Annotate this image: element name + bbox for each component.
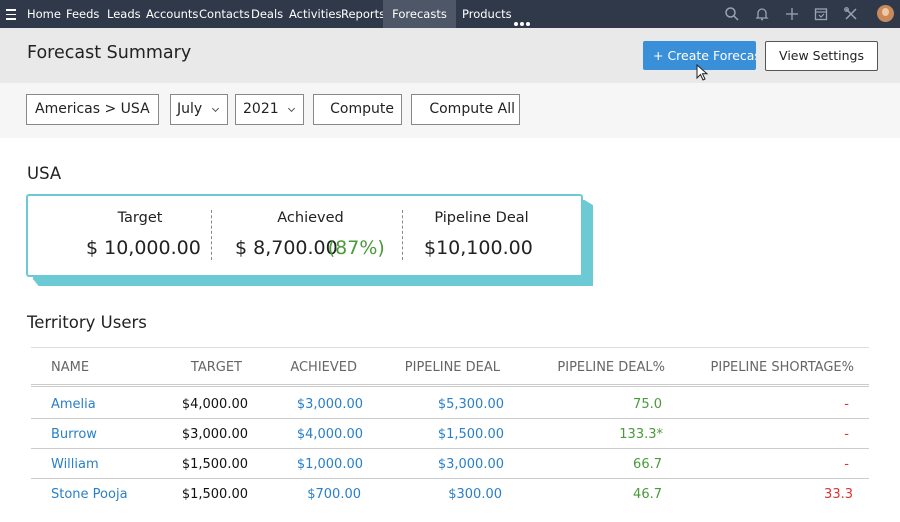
column-header-achieved[interactable]: ACHIEVED — [290, 360, 357, 375]
territory-name: USA — [27, 164, 62, 183]
user-shortage-pct: 33.3 — [824, 487, 853, 502]
user-shortage-pct: - — [844, 457, 849, 472]
user-pipeline-pct: 46.7 — [633, 487, 662, 502]
pipeline-label: Pipeline Deal — [434, 210, 529, 226]
table-row: Stone Pooja $1,500.00 $700.00 $300.00 46… — [31, 479, 869, 509]
chevron-down-icon — [211, 104, 220, 113]
bell-icon[interactable] — [754, 6, 770, 22]
user-pipeline[interactable]: $1,500.00 — [437, 427, 504, 442]
create-forecast-button[interactable]: + Create Forecast — [643, 41, 756, 70]
user-pipeline-pct: 133.3* — [619, 427, 663, 442]
target-label: Target — [117, 210, 163, 226]
filter-bar: Americas > USA July 2021 Compute Compute… — [0, 83, 900, 138]
territory-select[interactable]: Americas > USA — [26, 94, 159, 125]
user-name-link[interactable]: William — [51, 457, 99, 472]
user-name-link[interactable]: Stone Pooja — [51, 487, 128, 502]
table-header-divider — [31, 384, 869, 387]
user-target: $3,000.00 — [181, 427, 248, 442]
user-pipeline[interactable]: $3,000.00 — [437, 457, 504, 472]
user-pipeline[interactable]: $300.00 — [448, 487, 502, 502]
user-pipeline-pct: 75.0 — [633, 397, 662, 412]
nav-item-leads[interactable]: Leads — [107, 7, 141, 21]
view-settings-button[interactable]: View Settings — [765, 41, 878, 71]
nav-item-products[interactable]: Products — [462, 7, 512, 21]
column-header-pipeline-deal[interactable]: PIPELINE DEAL — [404, 360, 500, 375]
hamburger-menu-icon[interactable] — [6, 6, 16, 22]
user-achieved[interactable]: $700.00 — [307, 487, 361, 502]
month-select[interactable]: July — [170, 94, 228, 125]
user-shortage-pct: - — [844, 397, 849, 412]
plus-icon[interactable] — [784, 6, 800, 22]
user-target: $1,500.00 — [181, 487, 248, 502]
territory-users-title: Territory Users — [27, 313, 147, 332]
calendar-icon[interactable] — [813, 6, 829, 22]
compute-button[interactable]: Compute — [313, 94, 402, 125]
table-row: William $1,500.00 $1,000.00 $3,000.00 66… — [31, 449, 869, 479]
tools-icon[interactable] — [843, 6, 859, 22]
target-metric: Target $ 10,000.00 — [77, 196, 203, 275]
divider — [211, 210, 212, 260]
user-pipeline-pct: 66.7 — [633, 457, 662, 472]
summary-card: Target $ 10,000.00 Achieved $ 8,700.00(8… — [26, 194, 583, 277]
user-target: $1,500.00 — [181, 457, 248, 472]
achieved-value: $ 8,700.00 — [235, 237, 338, 259]
compute-all-button[interactable]: Compute All — [411, 94, 520, 125]
column-header-target[interactable]: TARGET — [190, 360, 242, 375]
month-select-value: July — [177, 101, 203, 117]
nav-item-reports[interactable]: Reports — [341, 7, 386, 21]
divider — [402, 210, 403, 260]
user-pipeline[interactable]: $5,300.00 — [437, 397, 504, 412]
nav-item-deals[interactable]: Deals — [251, 7, 284, 21]
user-achieved[interactable]: $4,000.00 — [296, 427, 363, 442]
search-icon[interactable] — [724, 6, 740, 22]
user-achieved[interactable]: $3,000.00 — [296, 397, 363, 412]
user-achieved[interactable]: $1,000.00 — [296, 457, 363, 472]
user-name-link[interactable]: Amelia — [51, 397, 96, 412]
top-nav: Home Feeds Leads Accounts Contacts Deals… — [0, 0, 900, 28]
nav-item-contacts[interactable]: Contacts — [199, 7, 250, 21]
achieved-percent: (87%) — [327, 237, 385, 259]
achieved-label: Achieved — [277, 210, 344, 226]
achieved-metric: Achieved $ 8,700.00(87%) — [223, 196, 398, 275]
avatar[interactable] — [877, 5, 894, 22]
column-header-pipeline-shortage-pct[interactable]: PIPELINE SHORTAGE% — [710, 360, 854, 375]
target-value: $ 10,000.00 — [86, 237, 201, 259]
territory-select-value: Americas > USA — [35, 101, 150, 117]
table-row: Burrow $3,000.00 $4,000.00 $1,500.00 133… — [31, 419, 869, 449]
table-top-border — [31, 347, 869, 348]
pipeline-value: $10,100.00 — [424, 237, 533, 259]
column-header-pipeline-deal-pct[interactable]: PIPELINE DEAL% — [557, 360, 665, 375]
mouse-cursor-icon — [696, 64, 709, 81]
user-name-link[interactable]: Burrow — [51, 427, 97, 442]
column-header-name[interactable]: NAME — [51, 360, 90, 375]
year-select[interactable]: 2021 — [235, 94, 304, 125]
nav-item-home[interactable]: Home — [27, 7, 61, 21]
page-title: Forecast Summary — [27, 43, 192, 63]
nav-item-activities[interactable]: Activities — [289, 7, 342, 21]
user-shortage-pct: - — [844, 427, 849, 442]
page-header: Forecast Summary + Create Forecast View … — [0, 28, 900, 83]
nav-item-accounts[interactable]: Accounts — [146, 7, 199, 21]
user-target: $4,000.00 — [181, 397, 248, 412]
pipeline-metric: Pipeline Deal $10,100.00 — [414, 196, 549, 275]
more-menu-icon[interactable] — [514, 11, 532, 30]
table-row: Amelia $4,000.00 $3,000.00 $5,300.00 75.… — [31, 389, 869, 419]
nav-item-feeds[interactable]: Feeds — [66, 7, 100, 21]
chevron-down-icon — [287, 104, 296, 113]
year-select-value: 2021 — [243, 101, 279, 117]
nav-item-forecasts[interactable]: Forecasts — [383, 0, 456, 28]
